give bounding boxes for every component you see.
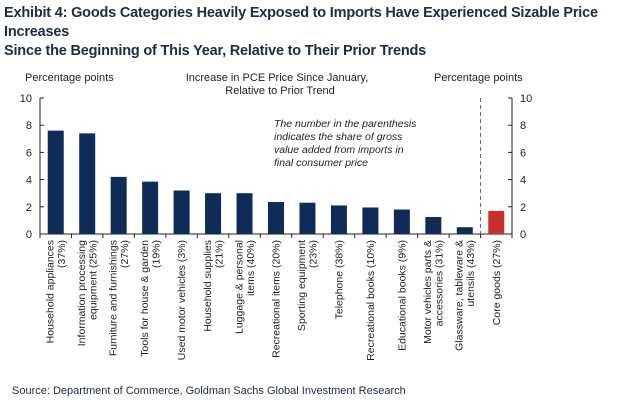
bar xyxy=(79,133,96,234)
chart-title: Increase in PCE Price Since January, xyxy=(186,72,369,84)
category-label: Educational books (9%) xyxy=(396,240,408,351)
category-label-line: Core goods (27%) xyxy=(491,240,503,325)
source-note: Source: Department of Commerce, Goldman … xyxy=(12,385,406,397)
category-label-line: Glassware, tableware & xyxy=(454,240,466,351)
bar xyxy=(236,193,253,234)
y-tick-label-right: 6 xyxy=(520,147,526,159)
category-label: Household appliances(37%) xyxy=(44,240,67,343)
chart-subtitle: Relative to Prior Trend xyxy=(225,85,334,97)
category-label-line: utensils (43%) xyxy=(465,240,477,307)
bars xyxy=(47,130,505,234)
category-label-line: (19%) xyxy=(150,240,162,268)
y-tick-label-left: 2 xyxy=(26,202,32,214)
category-label: Furniture and furnishings(27%) xyxy=(107,240,131,356)
category-label-line: Tools for house & garden xyxy=(139,240,151,357)
y-tick-label-left: 10 xyxy=(20,93,32,105)
y-tick-label-right: 0 xyxy=(520,229,526,241)
y-axis-label-left: Percentage points xyxy=(25,72,114,84)
y-tick-label-right: 2 xyxy=(520,202,526,214)
bar xyxy=(330,205,347,234)
category-label-line: Motor vehicles parts & xyxy=(422,240,434,344)
category-label-line: Recreational books (10%) xyxy=(365,240,377,361)
y-tick-label-left: 8 xyxy=(26,120,32,132)
category-label-line: Information processing xyxy=(76,240,88,346)
category-label-line: (27%) xyxy=(119,240,131,268)
category-label: Household supplies(21%) xyxy=(202,240,226,332)
category-label-line: Furniture and furnishings xyxy=(107,240,119,356)
bar xyxy=(173,190,190,234)
category-labels: Household appliances(37%) Information pro… xyxy=(44,240,502,361)
category-label: Recreational items (20%) xyxy=(271,240,283,358)
bar xyxy=(299,202,316,234)
category-label: Recreational books (10%) xyxy=(365,240,377,361)
category-label-line: Luggage & personal xyxy=(233,240,245,334)
annotation-line: indicates the share of gross xyxy=(274,131,403,143)
category-label-line: equipment (25%) xyxy=(87,240,99,320)
bar xyxy=(47,130,64,234)
category-label-line: Sporting equipment xyxy=(296,240,308,331)
y-tick-label-right: 8 xyxy=(520,120,526,132)
y-tick-label-left: 4 xyxy=(26,175,32,187)
annotation-line: final consumer price xyxy=(274,157,368,169)
bar xyxy=(205,193,222,234)
axes: 0 0 2 2 4 4 6 6 8 8 10 10 xyxy=(20,93,533,241)
category-label-line: (23%) xyxy=(308,240,320,268)
exhibit-title: Exhibit 4: Goods Categories Heavily Expo… xyxy=(4,4,614,61)
bar xyxy=(362,207,379,234)
title-line-1: Exhibit 4: Goods Categories Heavily Expo… xyxy=(4,5,598,40)
category-label-line: Used motor vehicles (3%) xyxy=(176,240,188,360)
y-tick-label-right: 4 xyxy=(520,175,526,187)
category-label: Glassware, tableware &utensils (43%) xyxy=(454,240,478,351)
category-label: Telephone (38%) xyxy=(333,240,345,319)
y-tick-label-left: 6 xyxy=(26,147,32,159)
category-label: Core goods (27%) xyxy=(491,240,503,325)
bar xyxy=(110,176,127,234)
category-label: Motor vehicles parts &accessories (31%) xyxy=(422,240,446,344)
y-tick-label-left: 0 xyxy=(26,229,32,241)
category-label-line: Household appliances xyxy=(44,240,56,343)
category-label-line: Educational books (9%) xyxy=(396,240,408,351)
bar xyxy=(393,209,410,234)
category-label: Used motor vehicles (3%) xyxy=(176,240,188,360)
category-label: Tools for house & garden(19%) xyxy=(139,240,163,357)
annotation-line: value added from imports in xyxy=(274,144,404,156)
title-line-2: Since the Beginning of This Year, Relati… xyxy=(4,43,427,59)
category-label-line: Recreational items (20%) xyxy=(271,240,283,358)
category-label-line: (37%) xyxy=(56,240,68,268)
bar xyxy=(142,181,159,234)
category-label-line: Telephone (38%) xyxy=(333,240,345,319)
bar xyxy=(425,217,442,234)
bar xyxy=(488,210,505,234)
category-label: Sporting equipment(23%) xyxy=(296,240,320,331)
bar xyxy=(268,202,284,234)
category-label: Information processingequipment (25%) xyxy=(76,240,100,346)
y-axis-label-right: Percentage points xyxy=(434,72,523,84)
category-label: Luggage & personalitems (40%) xyxy=(233,240,257,334)
category-label-line: accessories (31%) xyxy=(434,240,446,326)
y-tick-label-right: 10 xyxy=(520,93,532,105)
category-label-line: Household supplies xyxy=(202,240,214,332)
category-label-line: (21%) xyxy=(213,240,225,268)
annotation-line: The number in the parenthesis xyxy=(274,118,417,130)
chart-header: Percentage points Increase in PCE Price S… xyxy=(25,72,523,97)
category-label-line: items (40%) xyxy=(245,240,257,296)
bar xyxy=(456,227,473,234)
